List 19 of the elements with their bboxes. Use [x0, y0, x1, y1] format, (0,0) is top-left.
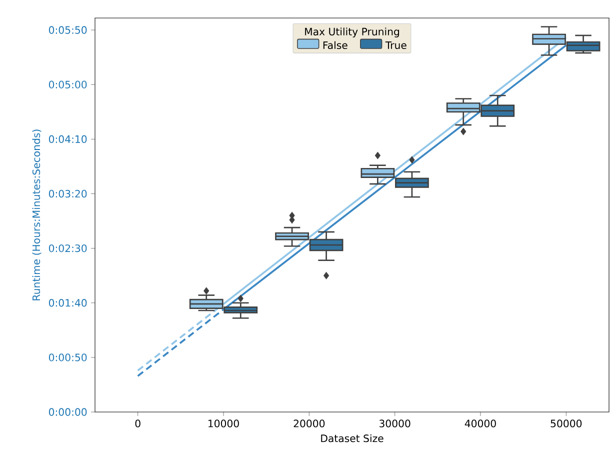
y-tick-label: 0:03:20	[48, 190, 87, 198]
x-axis-title: Dataset Size	[321, 434, 384, 442]
x-tick-label: 50000	[550, 420, 582, 428]
y-axis-title: Runtime (Hours:Minutes:Seconds)	[32, 130, 42, 300]
legend-label: True	[385, 42, 406, 50]
y-tick-label: 0:02:30	[48, 244, 87, 252]
y-tick-label: 0:01:40	[48, 299, 87, 307]
legend-title: Max Utility Pruning	[305, 28, 400, 38]
x-tick-label: 30000	[379, 420, 410, 428]
y-tick-label: 0:04:10	[48, 135, 87, 143]
x-tick-label: 0	[135, 420, 140, 428]
x-tick-label: 10000	[208, 420, 239, 428]
y-tick-label: 0:00:00	[48, 408, 87, 416]
legend-label: False	[323, 41, 348, 50]
y-tick-label: 0:00:50	[48, 354, 87, 362]
x-tick-label: 40000	[464, 420, 496, 428]
y-tick-label: 0:05:50	[48, 26, 87, 34]
y-tick-label: 0:05:00	[48, 80, 87, 88]
x-tick-label: 20000	[294, 420, 325, 428]
